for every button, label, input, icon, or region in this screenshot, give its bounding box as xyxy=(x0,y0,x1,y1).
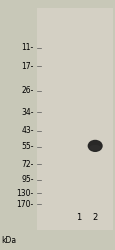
Text: 1: 1 xyxy=(75,213,80,222)
Text: 26-: 26- xyxy=(21,86,33,96)
Text: kDa: kDa xyxy=(1,236,16,245)
FancyBboxPatch shape xyxy=(37,8,112,230)
Ellipse shape xyxy=(89,145,100,150)
Text: 2: 2 xyxy=(92,213,97,222)
Text: 43-: 43- xyxy=(21,126,33,136)
Text: 170-: 170- xyxy=(16,200,33,209)
Text: 55-: 55- xyxy=(21,142,33,151)
Text: 17-: 17- xyxy=(21,62,33,71)
Text: 72-: 72- xyxy=(21,160,33,169)
Text: 95-: 95- xyxy=(21,176,33,184)
Text: 34-: 34- xyxy=(21,108,33,116)
Text: 130-: 130- xyxy=(16,189,33,198)
Text: 11-: 11- xyxy=(21,43,33,52)
Ellipse shape xyxy=(87,140,102,152)
